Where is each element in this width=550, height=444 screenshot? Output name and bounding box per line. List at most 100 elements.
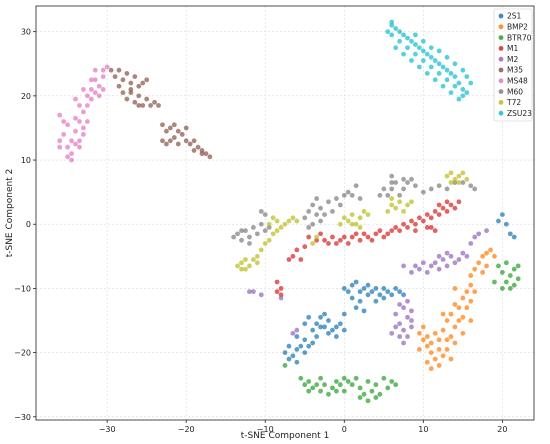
point-m35	[124, 96, 130, 102]
point-m60	[389, 186, 395, 192]
point-2s1	[294, 334, 300, 339]
point-m35	[199, 151, 205, 157]
point-m60	[235, 231, 240, 237]
point-2s1	[294, 346, 300, 352]
point-zsu23	[440, 83, 446, 89]
point-m2	[456, 257, 462, 262]
point-m60	[397, 192, 403, 198]
point-t72	[266, 221, 272, 227]
point-m1	[330, 234, 335, 240]
point-2s1	[373, 298, 379, 304]
point-m60	[314, 212, 320, 218]
point-m35	[171, 135, 177, 140]
point-m2	[464, 253, 470, 259]
point-m1	[333, 241, 339, 246]
point-m35	[132, 74, 138, 80]
point-2s1	[357, 289, 363, 295]
point-m1	[274, 279, 280, 285]
x-tick-label: −30	[99, 425, 116, 434]
point-ms48	[100, 67, 106, 73]
point-bmp2	[444, 337, 450, 343]
point-m35	[132, 99, 138, 105]
point-2s1	[397, 289, 403, 295]
point-zsu23	[460, 87, 466, 92]
point-m2	[409, 308, 414, 314]
point-2s1	[333, 334, 339, 339]
point-zsu23	[409, 38, 414, 44]
point-m60	[349, 192, 355, 198]
legend-marker-zsu23	[498, 110, 504, 116]
point-m1	[424, 225, 430, 230]
grid	[36, 6, 534, 420]
point-ms48	[92, 77, 98, 83]
point-t72	[349, 221, 355, 227]
point-2s1	[377, 292, 383, 298]
point-zsu23	[436, 48, 442, 54]
point-2s1	[353, 279, 359, 285]
point-m1	[401, 221, 406, 227]
point-m60	[468, 183, 474, 189]
point-m60	[444, 186, 450, 192]
legend-marker-m2	[498, 56, 504, 62]
point-ms48	[73, 141, 78, 147]
point-btr70	[333, 388, 339, 394]
point-t72	[243, 266, 248, 272]
point-m1	[322, 237, 327, 243]
point-ms48	[100, 87, 106, 92]
point-m1	[369, 237, 375, 243]
point-m35	[112, 74, 118, 80]
point-zsu23	[452, 74, 458, 80]
point-2s1	[341, 286, 347, 291]
y-tick-label: −10	[14, 284, 31, 293]
point-m1	[389, 228, 395, 234]
point-bmp2	[436, 337, 442, 343]
point-m2	[405, 334, 410, 339]
point-m2	[472, 234, 478, 240]
point-btr70	[511, 266, 517, 272]
point-ms48	[61, 119, 67, 124]
point-t72	[448, 180, 454, 185]
point-2s1	[282, 350, 288, 356]
point-t72	[243, 257, 248, 262]
point-btr70	[298, 375, 304, 381]
point-btr70	[326, 391, 331, 397]
point-zsu23	[385, 29, 391, 35]
point-btr70	[330, 385, 335, 391]
point-m60	[381, 186, 387, 192]
legend-marker-m60	[498, 89, 504, 94]
point-2s1	[507, 231, 513, 237]
point-m1	[318, 231, 323, 237]
point-t72	[389, 202, 395, 208]
point-t72	[345, 218, 351, 224]
point-btr70	[322, 382, 327, 388]
point-btr70	[306, 379, 312, 384]
point-m60	[472, 186, 478, 192]
point-bmp2	[472, 289, 478, 295]
point-zsu23	[389, 32, 395, 38]
point-bmp2	[420, 324, 426, 330]
point-m60	[306, 225, 312, 230]
point-m2	[424, 269, 430, 275]
point-m2	[452, 260, 458, 266]
point-m1	[278, 286, 284, 291]
point-m60	[345, 189, 351, 195]
point-btr70	[389, 379, 395, 384]
point-ms48	[77, 138, 82, 144]
point-zsu23	[464, 90, 470, 96]
point-t72	[247, 263, 252, 269]
point-m60	[401, 186, 406, 192]
point-zsu23	[444, 77, 450, 83]
point-btr70	[496, 263, 501, 269]
point-zsu23	[448, 70, 454, 76]
point-bmp2	[452, 324, 458, 330]
point-ms48	[88, 77, 94, 83]
point-m35	[108, 67, 114, 73]
point-m35	[167, 138, 173, 144]
point-t72	[278, 225, 284, 230]
point-m60	[306, 208, 312, 214]
x-tick-label: 10	[418, 425, 428, 434]
point-m35	[164, 128, 169, 134]
point-m1	[377, 228, 383, 234]
point-m1	[393, 225, 399, 230]
